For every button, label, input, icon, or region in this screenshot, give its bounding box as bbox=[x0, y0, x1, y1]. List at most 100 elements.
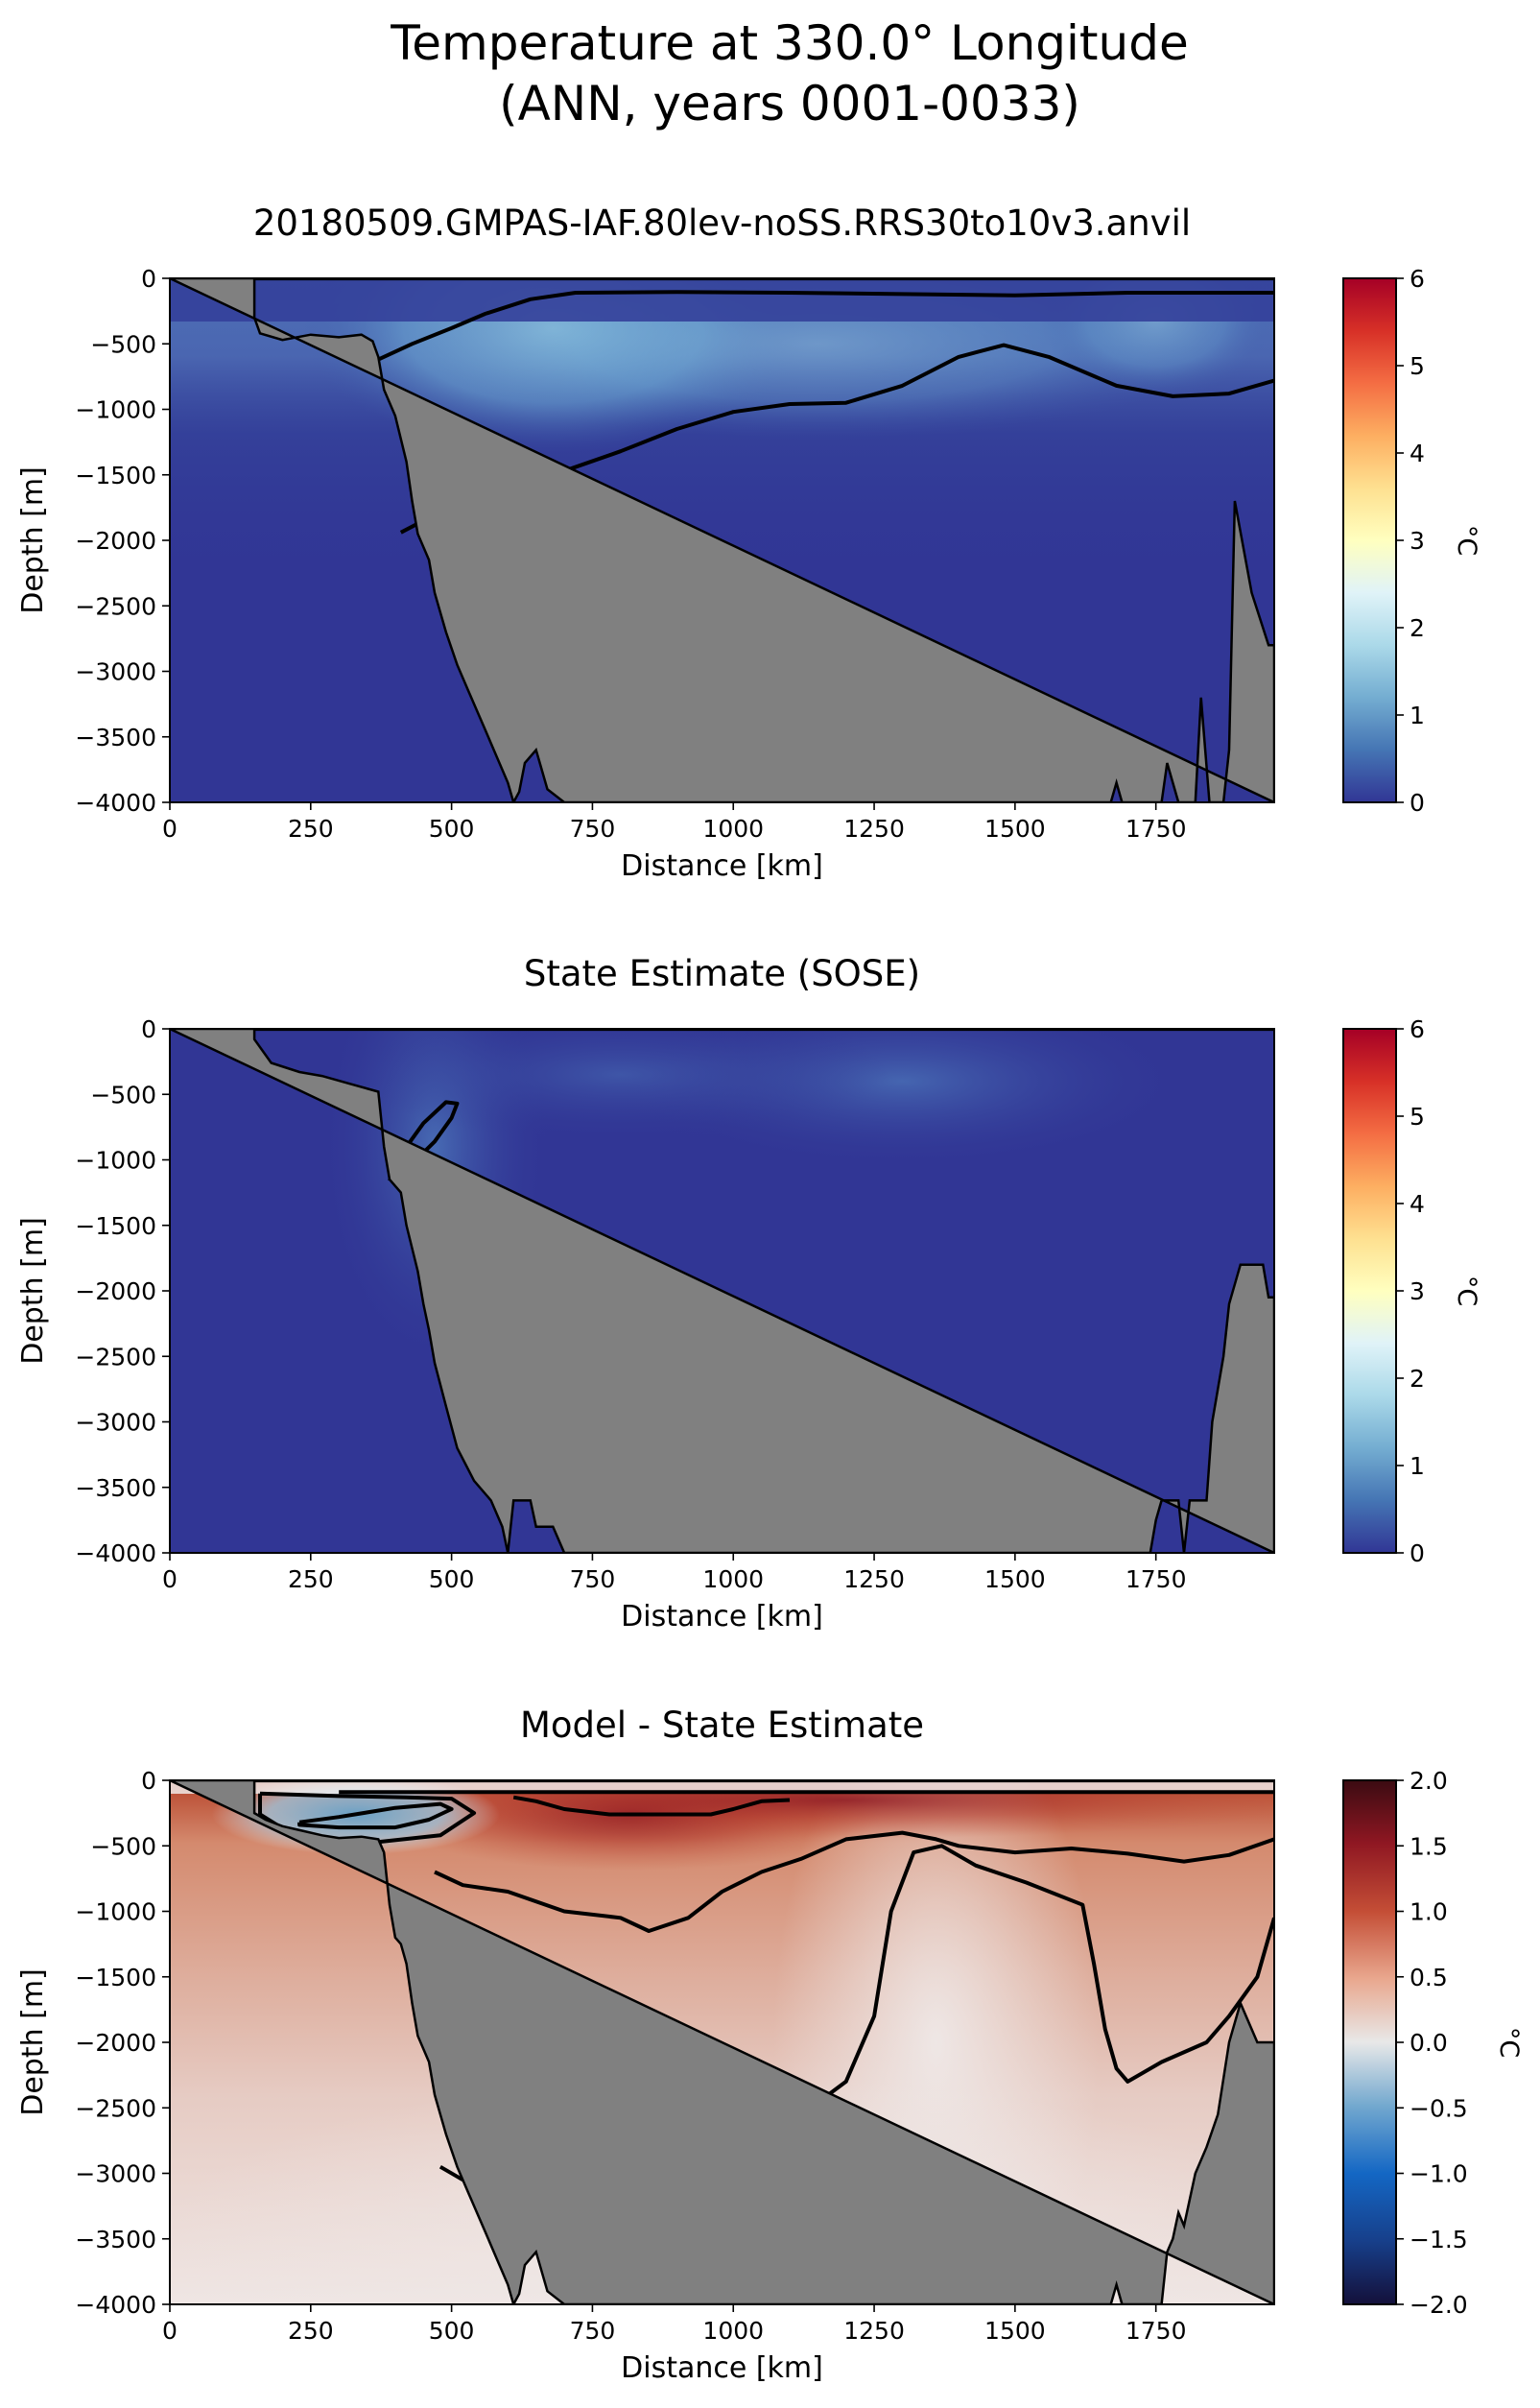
x-axis: 0 250 500 750 1000 1250 1500 1750 Distance [km] bbox=[162, 1553, 1186, 1633]
x-tick-label: 1250 bbox=[843, 1565, 905, 1593]
y-tick-label: −500 bbox=[90, 330, 156, 358]
y-tick-label: −4000 bbox=[75, 1539, 156, 1567]
colorbar-tick-label: 3 bbox=[1410, 1277, 1425, 1305]
x-tick-label: 1250 bbox=[843, 2317, 905, 2345]
y-tick-label: −3500 bbox=[75, 1474, 156, 1502]
x-tick-label: 750 bbox=[570, 1565, 616, 1593]
y-tick-label: 0 bbox=[141, 1015, 156, 1043]
field-shading bbox=[170, 278, 1274, 802]
x-tick-label: 1500 bbox=[984, 1565, 1046, 1593]
surface-layer bbox=[170, 278, 1274, 322]
x-axis-label: Distance [km] bbox=[621, 2351, 823, 2385]
contour-line bbox=[434, 1830, 1274, 1933]
y-tick-label: −2000 bbox=[75, 527, 156, 555]
contour-line bbox=[377, 290, 1274, 362]
colorbar-tick-label: 2.0 bbox=[1410, 1767, 1448, 1795]
colorbar-tick-label: 6 bbox=[1410, 265, 1425, 293]
suptitle-line-2: (ANN, years 0001-0033) bbox=[499, 76, 1080, 131]
colorbar-tick-label: 1.5 bbox=[1410, 1832, 1448, 1860]
colorbar-tick-label: 2 bbox=[1410, 1365, 1425, 1393]
colorbar-tick-label: 0.0 bbox=[1410, 2029, 1448, 2057]
x-tick-label: 1000 bbox=[702, 815, 764, 843]
x-tick-label: 1250 bbox=[843, 815, 905, 843]
y-tick-label: −1000 bbox=[75, 396, 156, 424]
colorbar-label: °C bbox=[1494, 2027, 1524, 2058]
x-tick-label: 0 bbox=[162, 815, 178, 843]
y-tick-label: −2000 bbox=[75, 2029, 156, 2057]
x-axis: 0 250 500 750 1000 1250 1500 1750 Distance [km] bbox=[162, 802, 1186, 883]
y-axis-label: Depth [m] bbox=[16, 466, 50, 614]
colorbar-tick-label: 3 bbox=[1410, 527, 1425, 555]
x-tick-label: 250 bbox=[288, 815, 334, 843]
y-axis-label: Depth [m] bbox=[16, 1217, 50, 1365]
y-tick-label: −1000 bbox=[75, 1147, 156, 1175]
y-tick-label: −4000 bbox=[75, 789, 156, 817]
y-tick-label: −2500 bbox=[75, 592, 156, 620]
panel-title: Model - State Estimate bbox=[520, 1705, 924, 1746]
y-tick-label: −500 bbox=[90, 1081, 156, 1109]
x-tick-label: 500 bbox=[429, 1565, 475, 1593]
colorbar-tick-label: 1.0 bbox=[1410, 1898, 1448, 1926]
figure-suptitle: Temperature at 330.0° Longitude (ANN, ye… bbox=[390, 15, 1188, 131]
x-tick-label: 0 bbox=[162, 1565, 178, 1593]
x-tick-label: 1000 bbox=[702, 2317, 764, 2345]
colorbar: 0 1 2 3 4 5 6 °C bbox=[1342, 265, 1481, 817]
panel-model-temperature: 20180509.GMPAS-IAF.80lev-noSS.RRS30to10v… bbox=[16, 203, 1481, 883]
colorbar-tick-label: −1.5 bbox=[1410, 2226, 1468, 2253]
warm-core-mid bbox=[351, 1029, 889, 1142]
y-tick-label: −1500 bbox=[75, 1212, 156, 1240]
colorbar-label: °C bbox=[1452, 525, 1481, 556]
colorbar-tick-label: 1 bbox=[1410, 1452, 1425, 1480]
colorbar: −2.0 −1.5 −1.0 −0.5 0.0 0.5 1.0 1.5 2.0 °C bbox=[1342, 1767, 1524, 2319]
bathymetry-mask bbox=[170, 1029, 1274, 1553]
colorbar-tick-label: −1.0 bbox=[1410, 2160, 1468, 2188]
y-tick-label: −3500 bbox=[75, 2226, 156, 2253]
colorbar-gradient bbox=[1342, 277, 1397, 803]
colorbar-label: °C bbox=[1452, 1276, 1481, 1306]
colorbar-tick-label: 5 bbox=[1410, 352, 1425, 380]
x-axis-label: Distance [km] bbox=[621, 849, 823, 883]
x-tick-label: 1000 bbox=[702, 1565, 764, 1593]
y-axis: 0 −500 −1000 −1500 −2000 −2500 −3000 −3500 −4000… bbox=[16, 1015, 170, 1567]
panel-sose-temperature: State Estimate (SOSE)0 250 500 750 1000 1250 1… bbox=[16, 953, 1481, 1633]
bathymetry-mask bbox=[170, 278, 1274, 802]
y-tick-label: 0 bbox=[141, 265, 156, 293]
y-tick-label: −2500 bbox=[75, 2094, 156, 2122]
colorbar-tick-label: 0 bbox=[1410, 789, 1425, 817]
colorbar-tick-label: 0.5 bbox=[1410, 1964, 1448, 1991]
contour-line bbox=[512, 1795, 791, 1817]
y-axis: 0 −500 −1000 −1500 −2000 −2500 −3000 −3500 −4000… bbox=[16, 1767, 170, 2319]
colorbar-tick-label: 6 bbox=[1410, 1015, 1425, 1043]
x-tick-label: 0 bbox=[162, 2317, 178, 2345]
panel-model-minus-sose: Model - State Estimate 0 250 500 750 1000 1250… bbox=[16, 1705, 1524, 2385]
x-tick-label: 750 bbox=[570, 815, 616, 843]
colorbar-tick-label: 1 bbox=[1410, 702, 1425, 729]
y-tick-label: −3000 bbox=[75, 2160, 156, 2188]
contour-line bbox=[297, 1801, 454, 1830]
colorbar-tick-label: 4 bbox=[1410, 1190, 1425, 1218]
panel-title: State Estimate (SOSE) bbox=[524, 953, 920, 994]
hot-surface bbox=[366, 1780, 1274, 1839]
colorbar-gradient bbox=[1342, 1779, 1397, 2305]
x-tick-label: 1750 bbox=[1125, 2317, 1187, 2345]
colorbar-tick-label: 2 bbox=[1410, 614, 1425, 642]
bathymetry-mask bbox=[170, 1780, 1274, 2304]
colorbar: 0 1 2 3 4 5 6 °C bbox=[1342, 1015, 1481, 1567]
x-tick-label: 500 bbox=[429, 815, 475, 843]
y-tick-label: −3000 bbox=[75, 1409, 156, 1437]
y-tick-label: 0 bbox=[141, 1767, 156, 1795]
y-tick-label: −4000 bbox=[75, 2291, 156, 2319]
colorbar-tick-label: 4 bbox=[1410, 440, 1425, 467]
x-tick-label: 250 bbox=[288, 2317, 334, 2345]
x-tick-label: 750 bbox=[570, 2317, 616, 2345]
colorbar-tick-label: −0.5 bbox=[1410, 2094, 1468, 2122]
suptitle-line-1: Temperature at 330.0° Longitude bbox=[390, 15, 1188, 71]
x-tick-label: 1500 bbox=[984, 2317, 1046, 2345]
y-axis: 0 −500 −1000 −1500 −2000 −2500 −3000 −3500 −4000… bbox=[16, 265, 170, 817]
y-tick-label: −1500 bbox=[75, 462, 156, 489]
x-tick-label: 1750 bbox=[1125, 1565, 1187, 1593]
y-tick-label: −3500 bbox=[75, 724, 156, 751]
x-axis-label: Distance [km] bbox=[621, 1600, 823, 1633]
y-tick-label: −500 bbox=[90, 1832, 156, 1860]
